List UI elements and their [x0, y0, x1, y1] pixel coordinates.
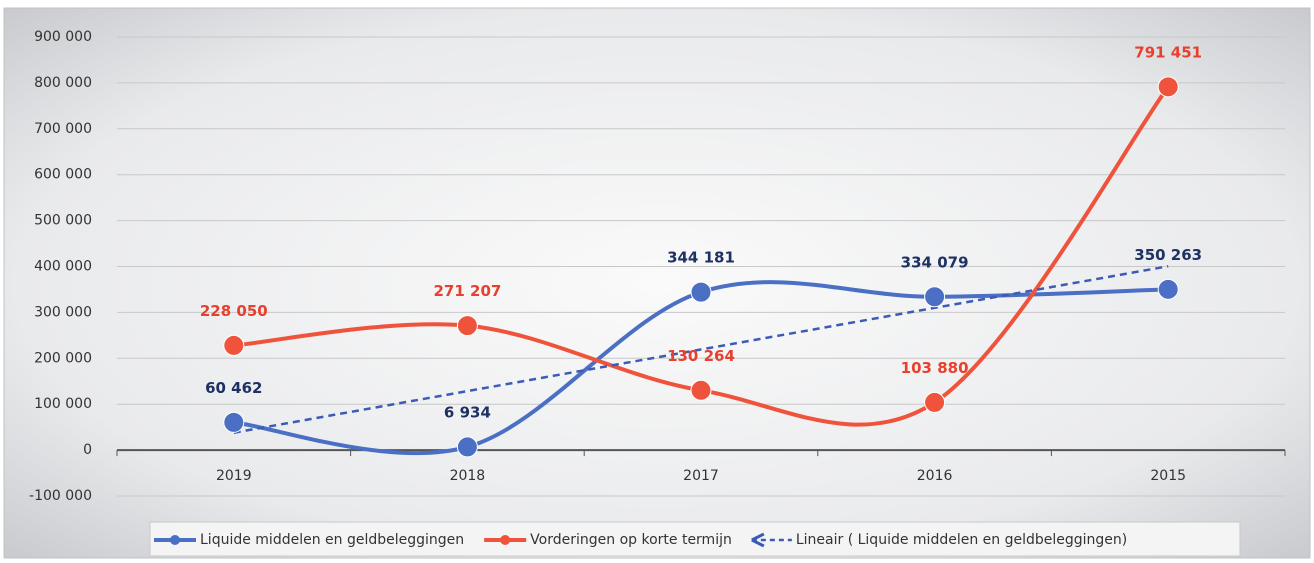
point — [223, 334, 245, 356]
value-label: 334 079 — [901, 253, 969, 271]
x-tick-label: 2015 — [1150, 468, 1186, 484]
value-label: 130 264 — [667, 347, 735, 365]
point — [924, 391, 946, 413]
value-label: 103 880 — [901, 359, 969, 377]
y-tick-label: 700 000 — [34, 121, 92, 137]
point — [223, 411, 245, 433]
point — [456, 436, 478, 458]
value-label: 271 207 — [433, 282, 501, 300]
point — [690, 379, 712, 401]
legend-marker — [170, 535, 180, 545]
x-tick-label: 2018 — [450, 468, 486, 484]
point — [690, 281, 712, 303]
point — [456, 315, 478, 337]
y-tick-label: 600 000 — [34, 167, 92, 183]
x-tick-label: 2016 — [917, 468, 953, 484]
y-tick-label: 900 000 — [34, 29, 92, 45]
value-label: 60 462 — [205, 379, 262, 397]
y-tick-label: 500 000 — [34, 213, 92, 229]
point — [1157, 278, 1179, 300]
point — [1157, 76, 1179, 98]
legend-box — [149, 521, 1241, 557]
trend-line — [233, 265, 1169, 434]
y-tick-label: -100 000 — [29, 488, 92, 504]
y-tick-label: 800 000 — [34, 75, 92, 91]
legend-label: Lineair ( Liquide middelen en geldbelegg… — [796, 532, 1127, 548]
chart-background — [3, 7, 1311, 559]
y-tick-label: 300 000 — [34, 304, 92, 320]
legend-marker — [500, 535, 511, 545]
value-label: 344 181 — [667, 249, 735, 267]
value-label: 350 263 — [1134, 246, 1202, 264]
value-label: 6 934 — [444, 403, 491, 421]
x-tick-label: 2017 — [683, 468, 719, 484]
y-tick-label: 400 000 — [34, 259, 92, 275]
legend-label: Liquide middelen en geldbeleggingen — [200, 532, 464, 548]
x-tick-label: 2019 — [216, 468, 252, 484]
point — [924, 286, 946, 308]
legend-label: Vorderingen op korte termijn — [530, 532, 732, 548]
y-tick-label: 200 000 — [34, 350, 92, 366]
value-label: 791 451 — [1134, 43, 1202, 61]
series-line — [233, 85, 1170, 427]
y-tick-label: 0 — [83, 442, 92, 458]
value-label: 228 050 — [200, 302, 268, 320]
y-tick-label: 100 000 — [34, 396, 92, 412]
